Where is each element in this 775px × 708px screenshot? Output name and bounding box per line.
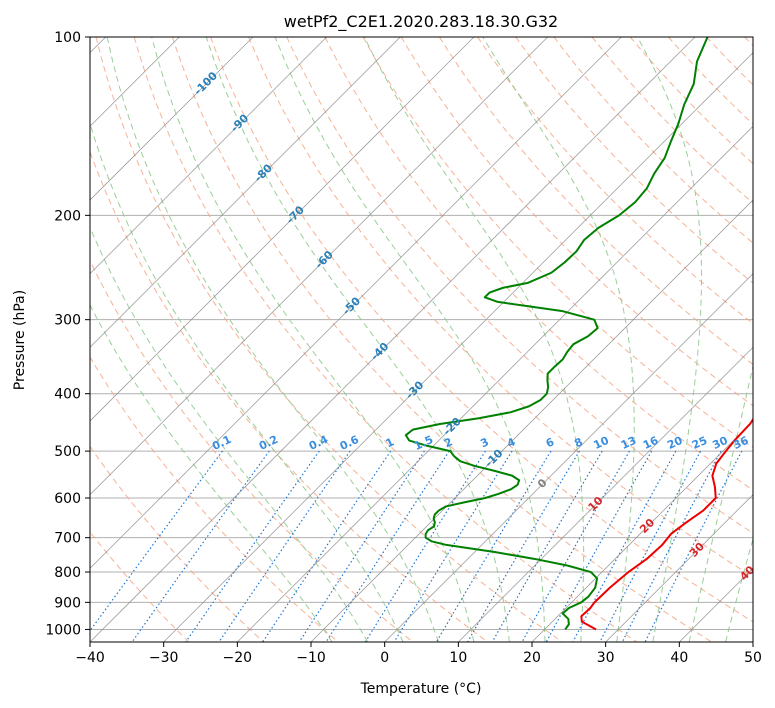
isotherm [384,273,753,642]
mixing-ratio-label: 13 [619,434,638,452]
pressure-gridlines [90,37,753,630]
x-tick-label: 40 [670,650,688,666]
mixing-ratio-line [599,450,702,642]
moist-adiabat [688,363,753,642]
y-tick-label: 800 [54,565,81,581]
y-axis-ticks: 100 200 300 400 500 600 700 800 900 1000 [45,30,90,638]
dry-adiabat [90,445,264,642]
dry-adiabat [248,37,753,578]
mixing-ratio-label: 10 [592,434,612,452]
moist-adiabat [725,537,753,642]
x-tick-label: 10 [449,650,467,666]
mixing-ratio-label: 36 [731,434,751,452]
dry-adiabat [210,37,753,623]
isotherm [90,37,475,422]
mixing-ratio-line [521,450,631,642]
moist-adiabat [90,303,333,642]
x-tick-label: −20 [223,650,253,666]
dewpoint-profile [404,37,709,631]
dry-adiabat [324,37,753,491]
mixing-ratio-line [435,450,552,642]
isotherm [605,494,753,642]
dry-adiabat [90,356,339,642]
dry-adiabat [133,37,638,642]
x-tick-label: 50 [744,650,762,666]
y-tick-label: 700 [54,531,81,547]
isotherm [90,37,548,496]
mixing-ratio-line [466,450,580,642]
isotherm [90,37,327,275]
temperature-profile [580,417,753,631]
y-tick-label: 1000 [45,622,81,638]
dry-adiabat [400,37,753,407]
mixing-ratio-line [218,450,351,642]
moist-adiabat [274,37,546,642]
mixing-ratio-line [621,450,722,642]
moist-adiabat [151,37,475,642]
dry-adiabat [171,37,712,642]
mixing-ratio-line [185,450,320,642]
isotherm [458,346,753,642]
y-tick-label: 200 [54,208,81,224]
plot-area: -100-90-80-70-60-50-40-30-20-10010203040… [90,37,753,642]
y-tick-label: 900 [54,595,81,611]
x-axis-ticks: −40 −30 −20 −10 0 10 20 30 40 50 [75,642,762,666]
dry-adiabat [439,37,753,366]
x-tick-label: 20 [523,650,541,666]
y-tick-label: 100 [54,30,81,46]
mixing-ratio-label: 30 [710,434,730,452]
mixing-ratio-line [131,450,270,642]
mixing-ratio-line [364,450,486,642]
isotherm [90,37,696,642]
dry-adiabat [286,37,753,534]
x-tick-label: −10 [296,650,326,666]
mixing-ratio-label: 16 [641,434,661,452]
chart-title: wetPf2_C2E1.2020.283.18.30.G32 [284,12,558,32]
isotherm [90,37,622,569]
mixing-ratio-label: 20 [665,434,685,452]
isotherms [90,37,753,642]
moist-adiabat [106,37,440,642]
dry-adiabat [90,259,414,642]
isotherm [90,37,254,201]
moist-adiabat [90,121,404,642]
y-tick-label: 600 [54,491,81,507]
isotherm [237,125,753,642]
dry-adiabat [591,37,753,204]
mixing-ratio-line [491,450,603,642]
mixing-ratio-line [572,450,677,642]
isotherm [531,420,753,642]
y-tick-label: 400 [54,387,81,403]
dry-adiabat [553,37,753,244]
mixing-ratio-line [545,450,653,642]
moist-adiabat [205,37,510,642]
mixing-ratio-label: 25 [690,434,709,452]
plot-frame [89,36,754,643]
isotherm [90,37,401,348]
isotherm [310,199,753,642]
x-tick-label: −40 [75,650,105,666]
x-tick-label: 30 [597,650,615,666]
y-axis-label: Pressure (hPa) [12,290,28,390]
sounding-series [404,37,753,631]
moist-adiabat [637,37,703,642]
x-tick-label: 0 [380,650,389,666]
x-axis-label: Temperature (°C) [360,681,482,697]
y-tick-label: 300 [54,313,81,329]
x-tick-label: −30 [149,650,179,666]
isotherm [163,52,753,642]
moist-adiabat [90,226,369,642]
y-tick-label: 500 [54,444,81,460]
